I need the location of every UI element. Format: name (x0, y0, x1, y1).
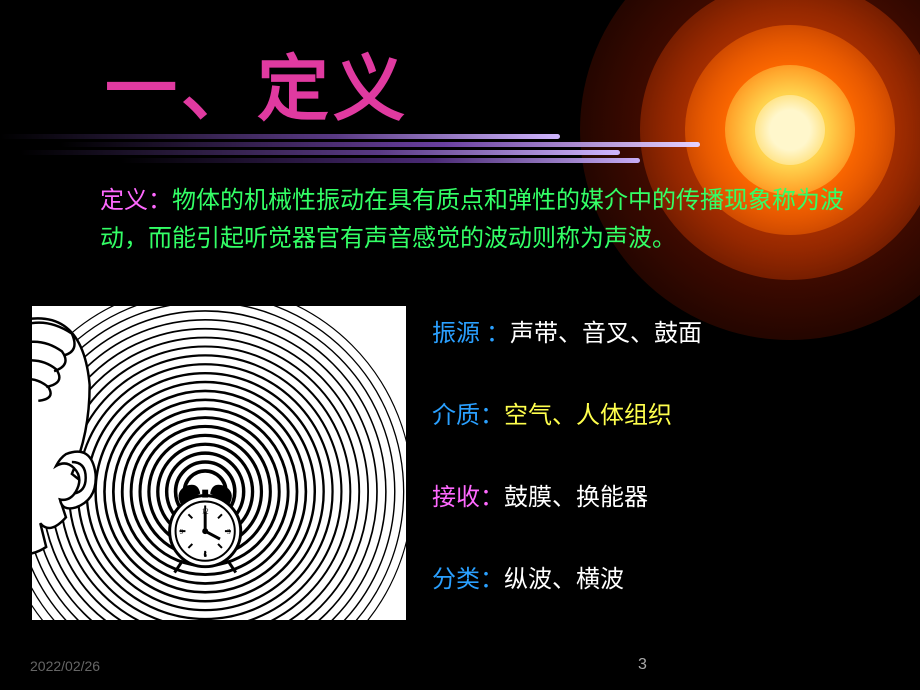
svg-text:9: 9 (180, 529, 184, 536)
sun-ring-4 (755, 95, 825, 165)
property-value: 声带、音叉、鼓面 (510, 321, 702, 347)
definition-body: 物体的机械性振动在具有质点和弹性的媒介中的传播现象称为波动，而能引起听觉器官有声… (100, 188, 844, 252)
property-sep: ： (480, 567, 504, 593)
property-value: 鼓膜、换能器 (504, 485, 648, 511)
property-sep: ： (480, 403, 504, 429)
property-label: 介质 (432, 403, 480, 429)
sun-ring-0 (580, 0, 920, 340)
wave-svg: 12 3 6 9 (32, 306, 406, 620)
comet-2 (20, 150, 620, 155)
svg-text:3: 3 (227, 529, 231, 536)
title-underline (0, 134, 800, 168)
footer-page-number: 3 (638, 656, 647, 674)
property-value: 空气、人体组织 (504, 403, 672, 429)
property-value: 纵波、横波 (504, 567, 624, 593)
definition-text: 定义：物体的机械性振动在具有质点和弹性的媒介中的传播现象称为波动，而能引起听觉器… (100, 182, 880, 259)
property-source: 振源 ：声带、音叉、鼓面 (432, 318, 702, 352)
property-label: 接收 (432, 485, 480, 511)
sun-ring-3 (725, 65, 855, 195)
property-medium: 介质：空气、人体组织 (432, 400, 672, 434)
footer-date: 2022/02/26 (30, 658, 100, 674)
property-label: 分类 (432, 567, 480, 593)
listener-head-icon (32, 318, 96, 554)
comet-1 (60, 142, 700, 147)
property-label: 振源 (432, 321, 480, 347)
sound-wave-illustration: 12 3 6 9 (30, 304, 408, 622)
svg-text:6: 6 (203, 552, 207, 559)
comet-3 (120, 158, 640, 163)
property-receiver: 接收：鼓膜、换能器 (432, 482, 648, 516)
sun-glow-decoration (580, 0, 920, 340)
slide: 一、定义 定义：物体的机械性振动在具有质点和弹性的媒介中的传播现象称为波动，而能… (0, 0, 920, 690)
slide-title: 一、定义 (105, 30, 409, 135)
property-sep: ： (480, 485, 504, 511)
property-sep: ： (480, 321, 510, 347)
alarm-clock-icon: 12 3 6 9 (170, 485, 241, 573)
definition-label: 定义： (100, 188, 172, 214)
property-classification: 分类：纵波、横波 (432, 564, 624, 598)
